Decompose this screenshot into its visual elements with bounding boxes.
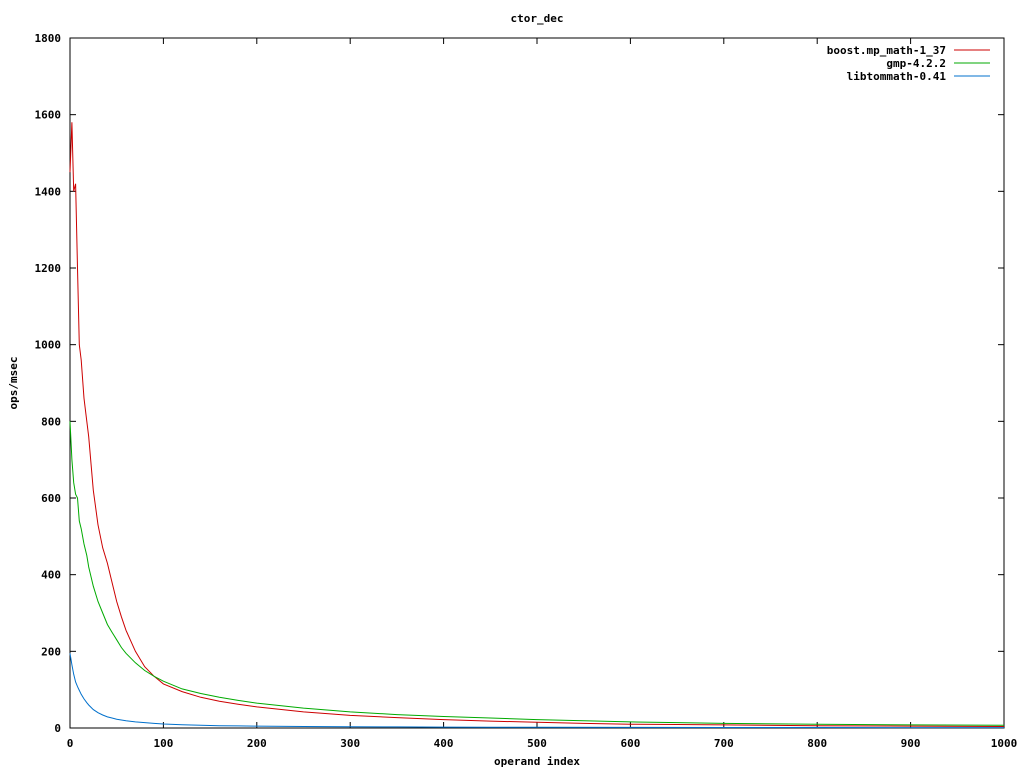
axis-ticks: 0 100 200 300 400 500 600 700 800 900 1000 0 200 400 6… [35, 32, 1018, 750]
series-line-gmp-4-2-2 [69, 421, 1005, 726]
x-tick-label: 1000 [991, 737, 1018, 750]
series-layer [69, 122, 1005, 729]
y-tick-label: 1600 [35, 109, 62, 122]
x-tick-label: 600 [620, 737, 640, 750]
y-tick-label: 200 [41, 645, 61, 658]
y-tick-label: 800 [41, 415, 61, 428]
x-tick-label: 300 [340, 737, 360, 750]
series-line-boost-mp-math-1-37 [69, 122, 1005, 727]
legend: boost.mp_math-1_37gmp-4.2.2libtommath-0.… [827, 44, 990, 83]
y-tick-label: 0 [54, 722, 61, 735]
y-tick-label: 600 [41, 492, 61, 505]
x-tick-label: 900 [901, 737, 921, 750]
x-tick-label: 700 [714, 737, 734, 750]
series-line-libtommath-0-41 [69, 653, 1004, 729]
legend-label: libtommath-0.41 [847, 70, 947, 83]
chart-title: ctor_dec [511, 12, 564, 25]
legend-label: boost.mp_math-1_37 [827, 44, 946, 57]
x-tick-label: 800 [807, 737, 827, 750]
x-axis-label: operand index [494, 755, 580, 768]
x-tick-label: 500 [527, 737, 547, 750]
y-axis-label: ops/msec [7, 357, 20, 410]
y-tick-label: 1200 [35, 262, 62, 275]
legend-label: gmp-4.2.2 [886, 57, 946, 70]
x-tick-label: 200 [247, 737, 267, 750]
x-tick-label: 100 [153, 737, 173, 750]
x-tick-label: 0 [67, 737, 74, 750]
y-tick-label: 1000 [35, 339, 62, 352]
y-tick-label: 1800 [35, 32, 62, 45]
y-tick-label: 1400 [35, 185, 62, 198]
x-tick-label: 400 [434, 737, 454, 750]
y-tick-label: 400 [41, 569, 61, 582]
